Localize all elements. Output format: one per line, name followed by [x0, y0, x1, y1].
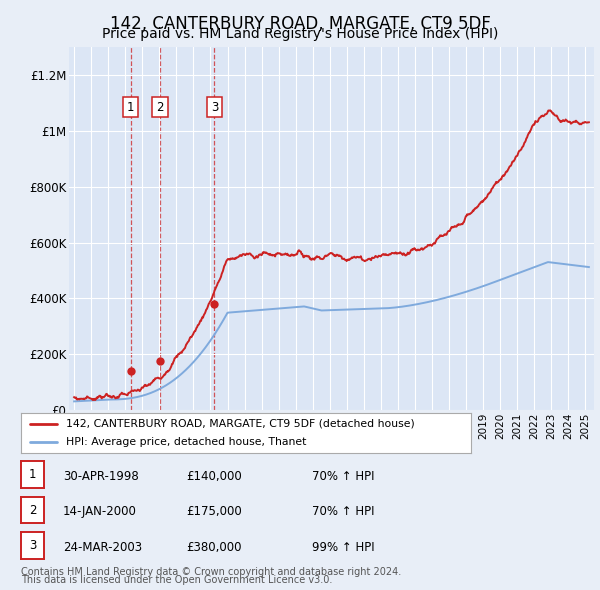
Text: 1: 1: [29, 468, 36, 481]
Text: This data is licensed under the Open Government Licence v3.0.: This data is licensed under the Open Gov…: [21, 575, 332, 585]
Text: 3: 3: [211, 100, 218, 113]
Text: 1: 1: [127, 100, 134, 113]
Text: 3: 3: [29, 539, 36, 552]
Text: 24-MAR-2003: 24-MAR-2003: [63, 540, 142, 553]
Text: Contains HM Land Registry data © Crown copyright and database right 2024.: Contains HM Land Registry data © Crown c…: [21, 567, 401, 577]
Text: Price paid vs. HM Land Registry's House Price Index (HPI): Price paid vs. HM Land Registry's House …: [102, 27, 498, 41]
Text: £175,000: £175,000: [186, 505, 242, 518]
Text: HPI: Average price, detached house, Thanet: HPI: Average price, detached house, Than…: [66, 437, 307, 447]
Text: 14-JAN-2000: 14-JAN-2000: [63, 505, 137, 518]
Text: £140,000: £140,000: [186, 470, 242, 483]
Text: 70% ↑ HPI: 70% ↑ HPI: [312, 470, 374, 483]
Text: 142, CANTERBURY ROAD, MARGATE, CT9 5DF (detached house): 142, CANTERBURY ROAD, MARGATE, CT9 5DF (…: [66, 419, 415, 429]
Text: 30-APR-1998: 30-APR-1998: [63, 470, 139, 483]
Text: 70% ↑ HPI: 70% ↑ HPI: [312, 505, 374, 518]
Text: 142, CANTERBURY ROAD, MARGATE, CT9 5DF: 142, CANTERBURY ROAD, MARGATE, CT9 5DF: [110, 15, 490, 33]
Text: 2: 2: [156, 100, 164, 113]
Text: 2: 2: [29, 503, 36, 517]
Text: £380,000: £380,000: [186, 540, 241, 553]
Text: 99% ↑ HPI: 99% ↑ HPI: [312, 540, 374, 553]
